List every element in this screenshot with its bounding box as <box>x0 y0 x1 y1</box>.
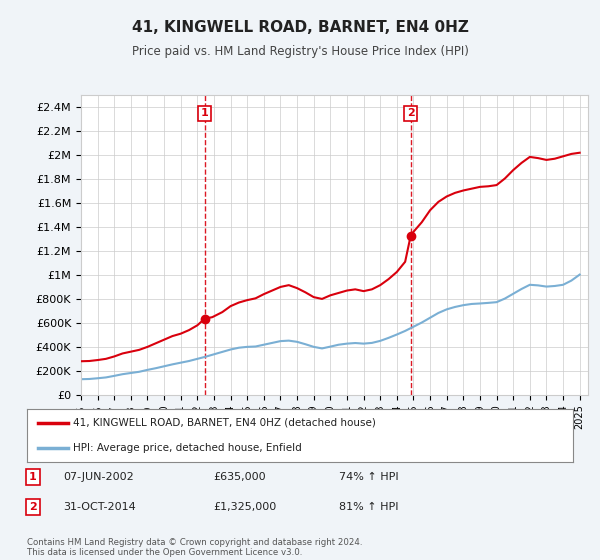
Text: 1: 1 <box>29 472 37 482</box>
Text: 81% ↑ HPI: 81% ↑ HPI <box>339 502 398 512</box>
Text: 1: 1 <box>201 108 209 118</box>
Text: HPI: Average price, detached house, Enfield: HPI: Average price, detached house, Enfi… <box>73 443 302 453</box>
Text: £1,325,000: £1,325,000 <box>213 502 276 512</box>
Text: Contains HM Land Registry data © Crown copyright and database right 2024.
This d: Contains HM Land Registry data © Crown c… <box>27 538 362 557</box>
Text: 74% ↑ HPI: 74% ↑ HPI <box>339 472 398 482</box>
Text: 31-OCT-2014: 31-OCT-2014 <box>63 502 136 512</box>
Text: £635,000: £635,000 <box>213 472 266 482</box>
Text: 2: 2 <box>29 502 37 512</box>
Text: 07-JUN-2002: 07-JUN-2002 <box>63 472 134 482</box>
Text: 2: 2 <box>407 108 415 118</box>
Text: 41, KINGWELL ROAD, BARNET, EN4 0HZ (detached house): 41, KINGWELL ROAD, BARNET, EN4 0HZ (deta… <box>73 418 376 428</box>
Text: 41, KINGWELL ROAD, BARNET, EN4 0HZ: 41, KINGWELL ROAD, BARNET, EN4 0HZ <box>131 20 469 35</box>
Text: Price paid vs. HM Land Registry's House Price Index (HPI): Price paid vs. HM Land Registry's House … <box>131 45 469 58</box>
